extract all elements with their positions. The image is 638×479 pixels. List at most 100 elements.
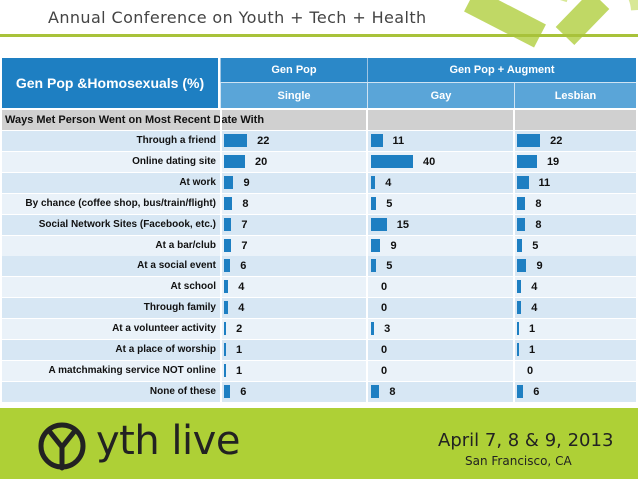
value-lesbian: 8 bbox=[535, 218, 542, 231]
bar-gay bbox=[371, 238, 381, 252]
bar-single bbox=[224, 238, 232, 252]
table-row: At a bar/club 7 9 5 bbox=[2, 235, 636, 256]
table-row: At work 9 4 11 bbox=[2, 172, 636, 193]
bar-single bbox=[224, 134, 248, 147]
bar-gay bbox=[371, 217, 387, 231]
bar-single bbox=[224, 384, 231, 398]
row-label: Social Network Sites (Facebook, etc.) bbox=[38, 218, 216, 230]
value-lesbian: 1 bbox=[529, 323, 536, 336]
row-label: At school bbox=[170, 281, 216, 293]
table-row: None of these 6 8 6 bbox=[2, 381, 636, 402]
table-title-line-1: Gen Pop & bbox=[15, 74, 88, 91]
event-dates: April 7, 8 & 9, 2013 bbox=[438, 430, 614, 451]
bar-lesbian bbox=[517, 384, 524, 398]
value-single: 6 bbox=[240, 260, 247, 273]
bar-lesbian bbox=[517, 322, 519, 336]
value-single: 4 bbox=[238, 281, 245, 294]
value-lesbian: 1 bbox=[529, 344, 536, 356]
row-label: A matchmaking service NOT online bbox=[48, 364, 216, 376]
value-gay: 4 bbox=[385, 176, 392, 189]
row-label: At a social event bbox=[137, 260, 216, 272]
bar-single bbox=[224, 343, 226, 356]
value-single: 4 bbox=[238, 302, 245, 315]
value-lesbian: 5 bbox=[532, 239, 539, 252]
decorative-logo-watermark bbox=[464, 0, 638, 48]
bar-lesbian bbox=[517, 301, 522, 315]
value-single: 1 bbox=[236, 344, 243, 356]
bar-lesbian bbox=[517, 175, 529, 189]
bar-gay bbox=[371, 175, 376, 189]
value-lesbian: 6 bbox=[533, 385, 540, 398]
yth-logo-icon bbox=[38, 422, 86, 471]
column-separator bbox=[513, 110, 515, 402]
bar-gay bbox=[371, 259, 377, 273]
column-header-gay: Gay bbox=[367, 82, 514, 108]
value-gay: 8 bbox=[389, 385, 396, 398]
table-row: Online dating site 20 40 19 bbox=[2, 151, 636, 172]
row-label: At work bbox=[179, 176, 216, 188]
value-single: 8 bbox=[242, 197, 249, 210]
value-gay: 0 bbox=[381, 344, 388, 356]
row-label: Through family bbox=[143, 302, 216, 314]
value-gay: 9 bbox=[390, 239, 397, 252]
bar-single bbox=[224, 154, 245, 168]
row-label: At a volunteer activity bbox=[112, 323, 216, 335]
value-single: 1 bbox=[236, 364, 243, 377]
bar-single bbox=[224, 322, 227, 336]
value-gay: 15 bbox=[396, 218, 409, 231]
table-row: Through a friend 22 11 22 bbox=[2, 131, 636, 151]
bar-single bbox=[224, 301, 229, 315]
bar-single bbox=[224, 175, 234, 189]
value-lesbian: 4 bbox=[531, 281, 538, 294]
value-single: 7 bbox=[241, 218, 248, 231]
table-row: At a volunteer activity 2 3 1 bbox=[2, 319, 636, 340]
value-gay: 0 bbox=[381, 364, 388, 377]
value-lesbian: 11 bbox=[538, 176, 551, 189]
table-row: At school 4 0 4 bbox=[2, 277, 636, 298]
value-gay: 40 bbox=[423, 155, 436, 168]
table-row: At a social event 6 5 9 bbox=[2, 256, 636, 277]
column-separator bbox=[366, 110, 368, 402]
table-title: Gen Pop & Homosexuals (%) bbox=[2, 58, 218, 108]
bar-single bbox=[224, 259, 231, 273]
value-single: 7 bbox=[241, 239, 248, 252]
table-title-line-2: Homosexuals (%) bbox=[87, 74, 205, 91]
row-label: Online dating site bbox=[132, 155, 216, 167]
section-header: Ways Met Person Went on Most Recent Date… bbox=[2, 110, 636, 130]
table-row: At a place of worship 1 0 1 bbox=[2, 340, 636, 360]
value-lesbian: 8 bbox=[535, 197, 542, 210]
header-divider bbox=[0, 34, 638, 37]
bar-single bbox=[224, 196, 233, 210]
bar-lesbian bbox=[517, 154, 537, 168]
value-single: 6 bbox=[240, 385, 247, 398]
value-single: 2 bbox=[236, 323, 243, 336]
bar-single bbox=[224, 217, 232, 231]
bar-gay bbox=[371, 154, 413, 168]
column-group-gen-pop-augment: Gen Pop + Augment bbox=[367, 58, 636, 82]
value-single: 22 bbox=[257, 135, 270, 147]
value-lesbian: 0 bbox=[527, 364, 534, 377]
slide-title: Annual Conference on Youth + Tech + Heal… bbox=[48, 8, 427, 27]
bar-gay bbox=[371, 196, 377, 210]
row-label: Through a friend bbox=[136, 135, 216, 146]
bar-gay bbox=[371, 384, 380, 398]
event-location: San Francisco, CA bbox=[465, 454, 572, 468]
table-row: By chance (coffee shop, bus/train/flight… bbox=[2, 193, 636, 214]
column-header-single: Single bbox=[220, 82, 367, 108]
column-group-gen-pop: Gen Pop bbox=[220, 58, 367, 82]
row-label: At a bar/club bbox=[155, 239, 216, 251]
row-label: At a place of worship bbox=[115, 344, 216, 355]
table-row: Through family 4 0 4 bbox=[2, 298, 636, 319]
table-row: A matchmaking service NOT online 1 0 0 bbox=[2, 360, 636, 381]
bar-gay bbox=[371, 322, 375, 336]
bar-lesbian bbox=[517, 196, 526, 210]
table-row: Social Network Sites (Facebook, etc.) 7 15… bbox=[2, 214, 636, 235]
column-header-lesbian: Lesbian bbox=[514, 82, 636, 108]
value-lesbian: 22 bbox=[550, 135, 563, 147]
value-lesbian: 19 bbox=[546, 155, 560, 168]
bar-single bbox=[224, 280, 229, 294]
column-separator bbox=[220, 110, 222, 402]
value-lesbian: 4 bbox=[531, 302, 538, 315]
bar-lesbian bbox=[517, 238, 523, 252]
value-gay: 5 bbox=[386, 197, 393, 210]
